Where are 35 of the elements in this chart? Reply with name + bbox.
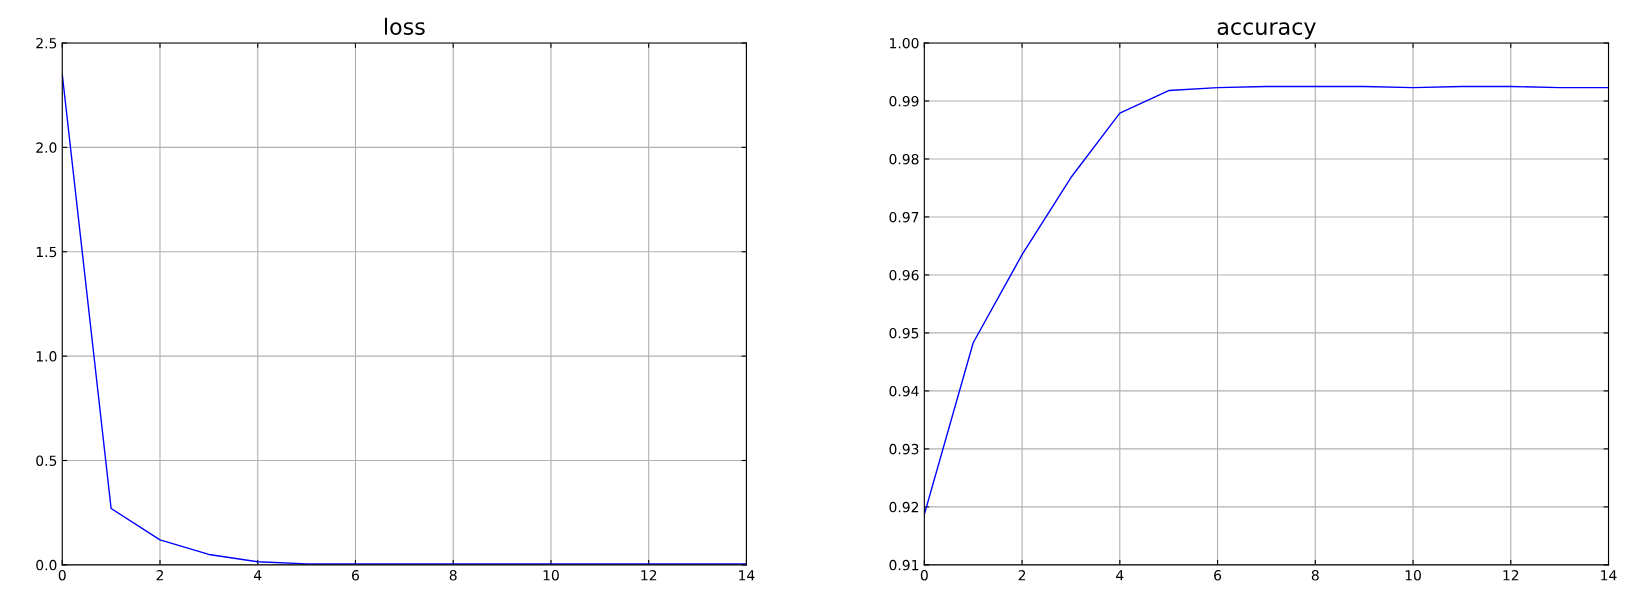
x-tick-label: 0 [58, 569, 66, 581]
x-tick-label: 4 [253, 570, 262, 581]
x-tick-label: 10 [1405, 569, 1421, 581]
x-tick-label: 12 [1503, 569, 1519, 581]
x-tick-label: 8 [1311, 569, 1319, 581]
y-tick-label: 0.5 [36, 455, 57, 466]
x-tick-label: 8 [449, 569, 457, 581]
y-tick-label: 0.0 [36, 559, 57, 571]
x-tick-label: 4 [1116, 570, 1124, 581]
line-series [924, 85, 1609, 516]
y-tick-label: 2.5 [36, 37, 57, 49]
y-tick-label: 0.97 [889, 211, 919, 223]
x-tick-label: 2 [156, 569, 164, 581]
y-tick-label: 2.0 [36, 142, 57, 153]
y-tick-label: 0.93 [889, 443, 919, 455]
x-tick-label: 12 [641, 569, 657, 581]
x-tick-label: 6 [1214, 569, 1222, 581]
y-tick-label: 1.5 [36, 246, 57, 258]
x-tick-label: 14 [1601, 570, 1617, 581]
y-tick-label: 0.92 [889, 501, 919, 513]
x-tick-label: 0 [920, 569, 928, 581]
y-tick-label: 0.91 [889, 559, 919, 571]
x-tick-label: 6 [352, 569, 360, 581]
x-tick-label: 10 [543, 569, 559, 581]
y-tick-label: 1.0 [36, 351, 57, 362]
chart-title: loss [384, 17, 425, 35]
y-tick-label: 0.98 [889, 153, 919, 165]
y-tick-label: 1.00 [890, 37, 919, 49]
y-tick-label: 0.95 [889, 327, 919, 339]
x-tick-label: 14 [739, 570, 755, 581]
x-tick-label: 2 [1018, 569, 1026, 581]
y-tick-label: 0.94 [889, 385, 919, 397]
chart-title: accuracy [1217, 22, 1316, 40]
y-tick-label: 0.96 [889, 269, 919, 281]
y-tick-label: 0.99 [889, 95, 919, 107]
